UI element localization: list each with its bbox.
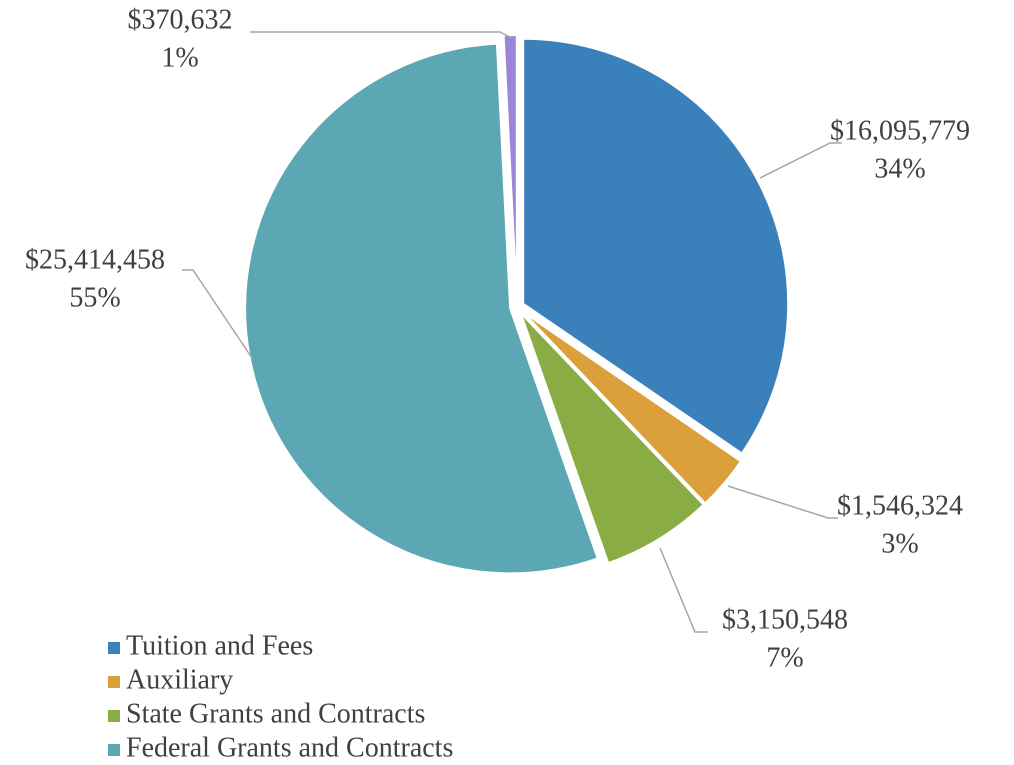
leader-line	[759, 142, 842, 179]
leader-line	[182, 269, 253, 359]
percent-label: 7%	[766, 642, 803, 673]
percent-label: 3%	[881, 528, 918, 559]
legend-swatch	[108, 642, 120, 654]
percent-label: 55%	[69, 282, 120, 313]
legend-swatch	[108, 744, 120, 756]
pie-slice	[502, 34, 518, 301]
legend-swatch	[108, 710, 120, 722]
value-label: $370,632	[128, 4, 233, 35]
leader-line	[659, 547, 708, 633]
legend-swatch	[108, 676, 120, 688]
legend-label: Auxiliary	[126, 664, 233, 695]
leader-line	[727, 485, 838, 519]
value-label: $3,150,548	[722, 604, 848, 635]
legend-label: Federal Grants and Contracts	[126, 732, 453, 763]
pie-slice	[521, 310, 743, 505]
pie-slice	[519, 312, 705, 565]
value-label: $16,095,779	[830, 115, 970, 146]
legend-label: State Grants and Contracts	[126, 698, 425, 729]
leader-line	[250, 31, 513, 39]
percent-label: 34%	[874, 153, 925, 184]
percent-label: 1%	[161, 42, 198, 73]
legend-label: Tuition and Fees	[126, 630, 313, 661]
pie-slice	[244, 42, 599, 575]
value-label: $1,546,324	[837, 490, 963, 521]
pie-slice	[522, 37, 790, 455]
value-label: $25,414,458	[25, 244, 165, 275]
